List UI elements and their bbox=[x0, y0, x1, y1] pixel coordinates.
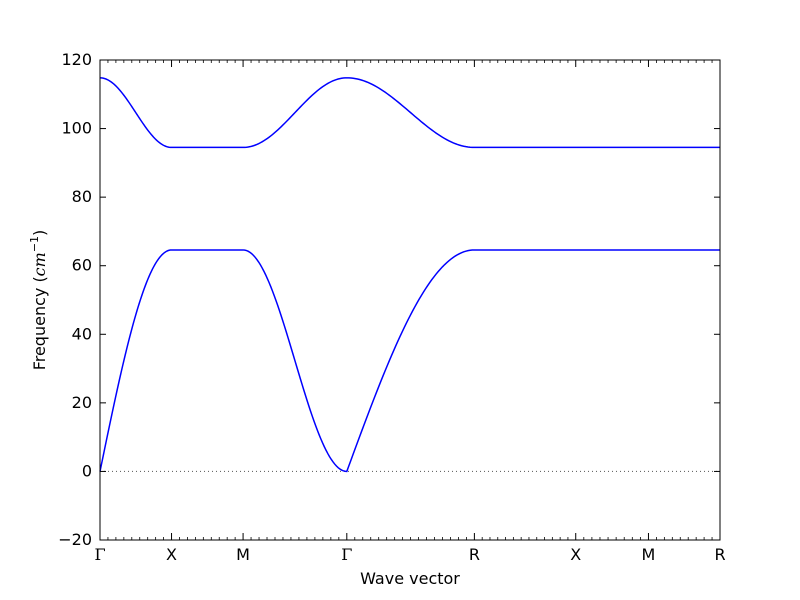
y-tick-label: 120 bbox=[61, 50, 92, 69]
x-tick-label: M bbox=[642, 545, 656, 564]
x-tick-label: R bbox=[469, 545, 480, 564]
y-axis-label: Frequency (cm−1) bbox=[28, 230, 49, 371]
y-tick-label: 40 bbox=[72, 324, 92, 343]
x-tick-label: R bbox=[714, 545, 725, 564]
y-axis-label-prefix: Frequency ( bbox=[30, 276, 49, 370]
y-tick-label: 20 bbox=[72, 393, 92, 412]
y-axis-label-exp: −1 bbox=[28, 236, 41, 252]
x-tick-label: Γ bbox=[341, 545, 352, 564]
y-tick-label: −20 bbox=[58, 530, 92, 549]
optical-band-line bbox=[99, 77, 720, 149]
plot-frame bbox=[99, 59, 721, 541]
x-axis-label: Wave vector bbox=[360, 569, 460, 588]
y-tick-label: 0 bbox=[82, 461, 92, 480]
x-tick-label: X bbox=[166, 545, 177, 564]
x-tick-label: M bbox=[236, 545, 250, 564]
minor-ticks bbox=[107, 60, 713, 540]
y-ticks: −20 0 20 40 60 80 100 120 bbox=[58, 50, 720, 549]
x-tick-label: X bbox=[570, 545, 581, 564]
bands-group bbox=[99, 77, 720, 473]
y-tick-label: 100 bbox=[61, 119, 92, 138]
y-axis-label-unit: cm bbox=[30, 252, 49, 276]
y-tick-label: 80 bbox=[72, 187, 92, 206]
x-tick-label: Γ bbox=[94, 545, 105, 564]
acoustic-band-line bbox=[99, 249, 720, 473]
y-tick-label: 60 bbox=[72, 256, 92, 275]
y-axis-label-suffix: ) bbox=[30, 230, 49, 236]
